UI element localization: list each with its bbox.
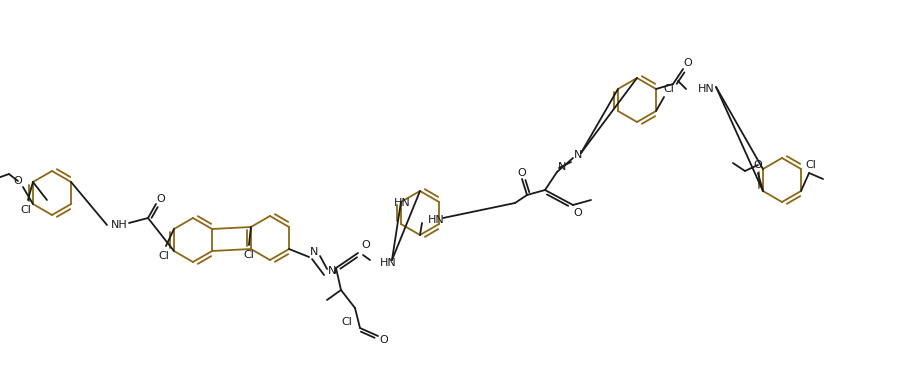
Text: O: O — [380, 335, 389, 345]
Text: Cl: Cl — [159, 251, 169, 261]
Text: HN: HN — [393, 198, 410, 208]
Text: O: O — [361, 240, 371, 250]
Text: HN: HN — [698, 84, 715, 94]
Text: O: O — [754, 160, 762, 170]
Text: O: O — [157, 194, 166, 204]
Text: Cl: Cl — [663, 84, 674, 94]
Text: O: O — [684, 58, 692, 68]
Text: NH: NH — [111, 220, 128, 230]
Text: HN: HN — [380, 258, 397, 268]
Text: N: N — [310, 247, 318, 257]
Text: O: O — [517, 168, 526, 178]
Text: Cl: Cl — [244, 250, 255, 260]
Text: N: N — [558, 162, 566, 172]
Text: N: N — [328, 266, 336, 276]
Text: HN: HN — [428, 215, 445, 225]
Text: O: O — [14, 176, 23, 186]
Text: O: O — [573, 208, 583, 218]
Text: N: N — [573, 150, 583, 160]
Text: Cl: Cl — [21, 205, 32, 215]
Text: Cl: Cl — [805, 160, 816, 170]
Text: Cl: Cl — [342, 317, 352, 327]
